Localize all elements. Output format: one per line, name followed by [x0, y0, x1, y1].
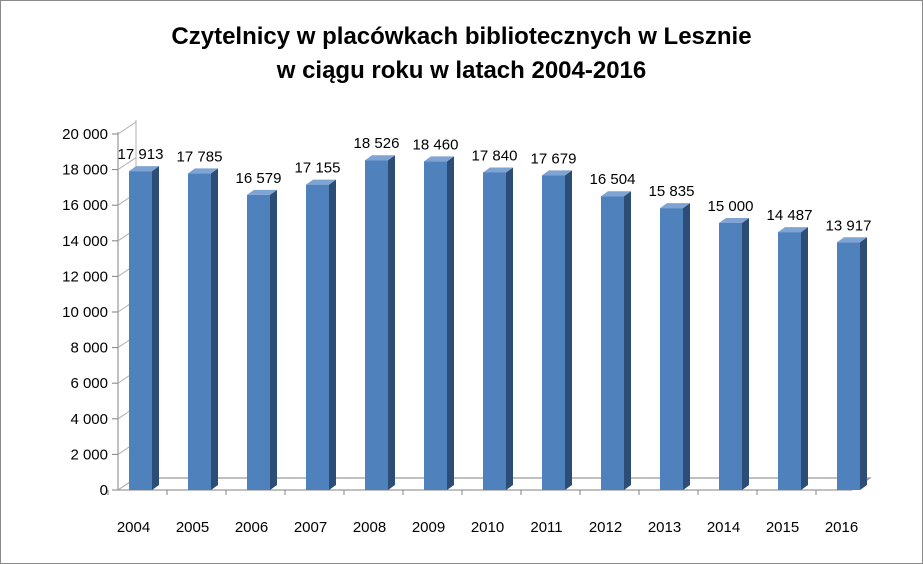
bar-2013 — [660, 203, 690, 490]
bar-2004 — [129, 166, 159, 490]
bar-side — [506, 167, 513, 490]
bar-top — [129, 166, 159, 172]
x-tick-label: 2006 — [235, 519, 268, 536]
data-label: 16 504 — [590, 171, 636, 188]
y-tick-label: 16 000 — [62, 197, 108, 214]
bar-front — [660, 208, 683, 490]
bar-2012 — [601, 191, 631, 490]
data-label: 17 840 — [472, 147, 518, 164]
data-label: 18 460 — [413, 136, 459, 153]
y-tick-label: 10 000 — [62, 304, 108, 321]
data-label: 14 487 — [767, 207, 813, 224]
bar-top — [837, 237, 867, 243]
data-label: 17 785 — [177, 148, 223, 165]
bar-side — [683, 203, 690, 490]
bar-side — [329, 179, 336, 491]
data-label: 17 155 — [295, 160, 341, 177]
bar-2010 — [483, 167, 513, 490]
bar-side — [742, 218, 749, 490]
x-tick-label: 2013 — [648, 519, 681, 536]
bar-top — [601, 191, 631, 197]
x-tick-label: 2008 — [353, 519, 386, 536]
chart-title-line1: Czytelnicy w placówkach bibliotecznych w… — [171, 23, 752, 50]
bar-top — [188, 168, 218, 174]
bar-front — [719, 223, 742, 490]
bar-2006 — [247, 189, 277, 490]
x-tick-label: 2004 — [117, 519, 150, 536]
bar-side — [624, 191, 631, 490]
bar-front — [188, 173, 211, 490]
x-tick-label: 2012 — [589, 519, 622, 536]
bar-top — [306, 179, 336, 185]
bar-2005 — [188, 168, 218, 490]
bar-front — [837, 242, 860, 490]
x-tick-label: 2014 — [707, 519, 740, 536]
bar-side — [388, 155, 395, 491]
x-tick-label: 2016 — [825, 519, 858, 536]
x-tick-label: 2005 — [176, 519, 209, 536]
bar-2009 — [424, 156, 454, 491]
data-label: 15 835 — [649, 183, 695, 200]
chart-title-line2: w ciągu roku w latach 2004-2016 — [276, 57, 647, 84]
bar-top — [365, 155, 395, 161]
y-tick-label: 8 000 — [70, 340, 108, 357]
bar-2015 — [778, 227, 808, 490]
bar-front — [306, 184, 329, 491]
chart-bars — [129, 155, 867, 491]
y-tick-depth — [117, 121, 137, 135]
y-tick-label: 12 000 — [62, 268, 108, 285]
x-tick-label: 2011 — [530, 519, 562, 536]
y-tick-label: 20 000 — [62, 126, 108, 143]
bar-front — [483, 172, 506, 490]
x-tick-label: 2015 — [766, 519, 799, 536]
bar-side — [152, 166, 159, 490]
data-label: 13 917 — [826, 217, 872, 234]
x-tick-label: 2007 — [294, 519, 327, 536]
bar-2011 — [542, 170, 572, 491]
x-tick-label: 2009 — [412, 519, 445, 536]
y-tick-label: 14 000 — [62, 233, 108, 250]
bar-2008 — [365, 155, 395, 491]
bar-front — [542, 175, 565, 491]
bar-top — [719, 218, 749, 223]
bar-2016 — [837, 237, 867, 490]
bar-side — [270, 189, 277, 490]
x-tick-label: 2010 — [471, 519, 504, 536]
bar-top — [424, 156, 454, 162]
bar-top — [247, 189, 277, 195]
bar-top — [542, 170, 572, 176]
bar-side — [211, 168, 218, 490]
bar-top — [660, 203, 690, 209]
data-label: 15 000 — [708, 198, 754, 215]
bar-side — [860, 237, 867, 490]
bar-top — [778, 227, 808, 233]
bar-front — [601, 196, 624, 490]
y-tick-depth — [117, 157, 137, 171]
y-tick-label: 0 — [100, 482, 108, 499]
bar-side — [801, 227, 808, 490]
bar-front — [424, 161, 447, 491]
data-label: 16 579 — [236, 170, 282, 187]
bar-top — [483, 167, 513, 173]
bar-2014 — [719, 218, 749, 490]
bar-side — [565, 170, 572, 491]
bar-front — [778, 232, 801, 490]
bar-side — [447, 156, 454, 491]
chart-title: Czytelnicy w placówkach bibliotecznych w… — [0, 20, 923, 88]
y-tick-label: 18 000 — [62, 162, 108, 179]
bar-front — [365, 160, 388, 491]
y-tick-label: 4 000 — [70, 411, 108, 428]
y-tick-label: 6 000 — [70, 375, 108, 392]
chart-labels: 17 913 2004 17 785 2005 16 579 2006 17 155 2007… — [117, 135, 872, 536]
bar-front — [247, 194, 270, 490]
data-label: 17 913 — [118, 146, 164, 163]
y-tick-label: 2 000 — [70, 446, 108, 463]
bar-2007 — [306, 179, 336, 491]
data-label: 17 679 — [531, 150, 577, 167]
bar-front — [129, 171, 152, 490]
data-label: 18 526 — [354, 135, 400, 152]
